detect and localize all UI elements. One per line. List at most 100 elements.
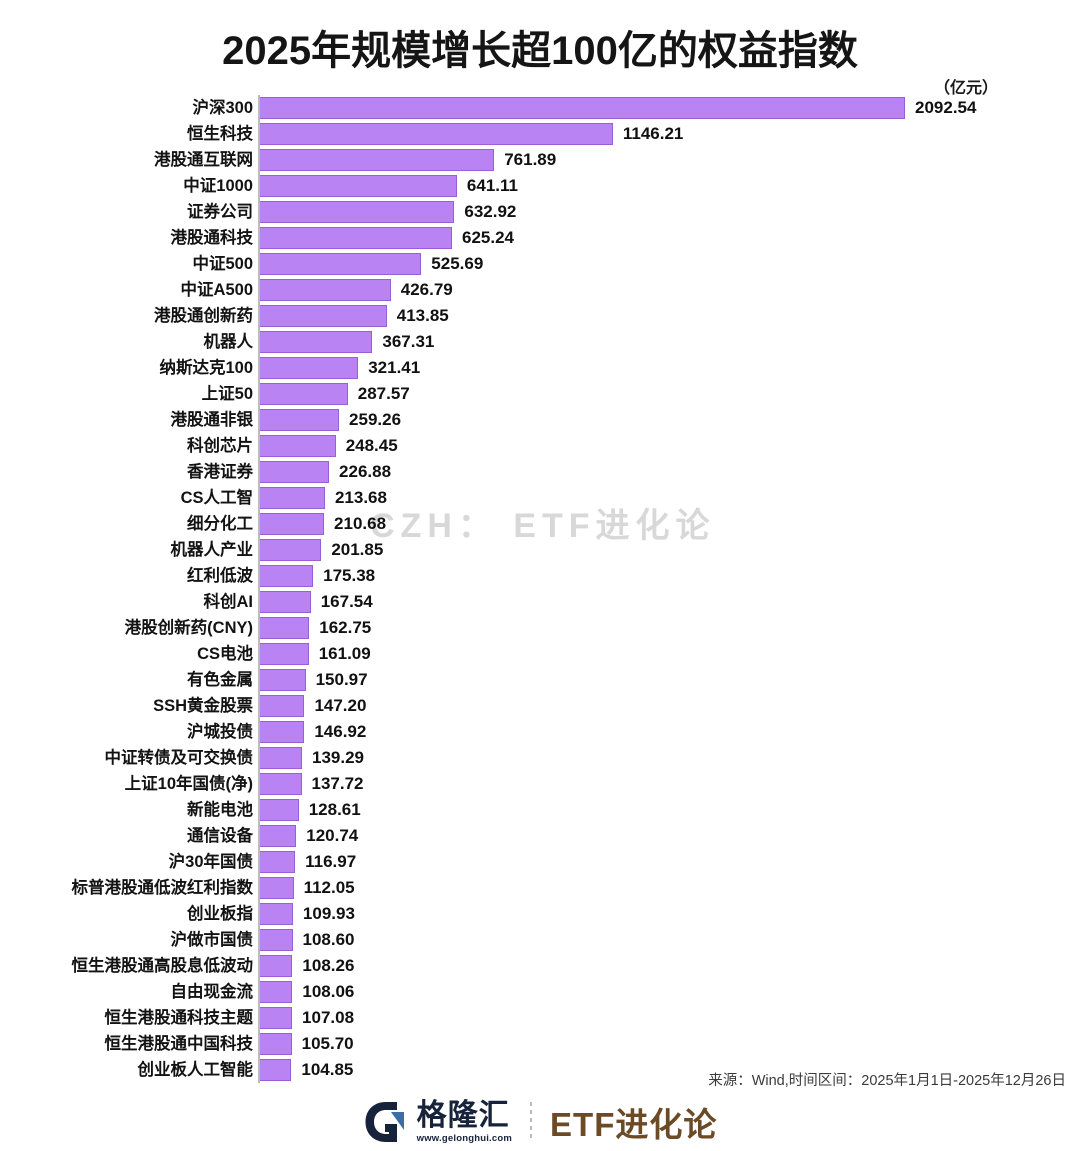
- bar: [259, 357, 359, 379]
- bar-category-label: CS电池: [197, 645, 253, 663]
- bar: [259, 409, 340, 431]
- bar-value-label: 107.08: [302, 1008, 355, 1027]
- bar-track: 2092.54: [259, 97, 1080, 119]
- bar-value-label: 625.24: [462, 228, 515, 247]
- bar-track: 150.97: [259, 669, 1080, 691]
- bar: [259, 851, 296, 873]
- bar-track: 761.89: [259, 149, 1080, 171]
- bar-value-label: 108.26: [302, 956, 355, 975]
- bar-value-label: 147.20: [314, 696, 367, 715]
- bar-category-label: 科创AI: [203, 593, 254, 611]
- bar-value-label: 146.92: [314, 722, 367, 741]
- bar-track: 632.92: [259, 201, 1080, 223]
- bar-value-label: 413.85: [396, 306, 449, 325]
- bar: [259, 383, 348, 405]
- bar-track: 226.88: [259, 461, 1080, 483]
- bar-category-label: 恒生港股通高股息低波动: [71, 957, 254, 975]
- bar-row: 恒生港股通中国科技 105.70: [0, 1031, 1080, 1057]
- bar: [259, 1059, 292, 1081]
- page-title: 2025年规模增长超100亿的权益指数: [222, 29, 858, 73]
- bar-row: 恒生港股通科技主题 107.08: [0, 1005, 1080, 1031]
- bar-value-label: 426.79: [400, 280, 453, 299]
- bar-track: 116.97: [259, 851, 1080, 873]
- bar: [259, 149, 495, 171]
- bar: [259, 747, 302, 769]
- bar-category-label: 沪做市国债: [170, 931, 254, 949]
- bar: [259, 97, 905, 119]
- bar: [259, 487, 325, 509]
- bar: [259, 929, 293, 951]
- bar: [259, 305, 387, 327]
- bar: [259, 1007, 293, 1029]
- bar-track: 213.68: [259, 487, 1080, 509]
- bar-value-label: 108.60: [302, 930, 355, 949]
- bar-category-label: 香港证券: [187, 463, 253, 481]
- bar: [259, 201, 455, 223]
- bar-track: 248.45: [259, 435, 1080, 457]
- axis-baseline: [258, 95, 260, 1083]
- bar: [259, 643, 309, 665]
- bar-category-label: 红利低波: [187, 567, 253, 585]
- bar-value-label: 287.57: [357, 384, 410, 403]
- bar: [259, 123, 613, 145]
- bar-row: 标普港股通低波红利指数 112.05: [0, 875, 1080, 901]
- bar-row: 港股通互联网 761.89: [0, 147, 1080, 173]
- bar: [259, 955, 293, 977]
- bar-value-label: 175.38: [323, 566, 376, 585]
- bar-row: 新能电池 128.61: [0, 797, 1080, 823]
- bar: [259, 175, 457, 197]
- bar: [259, 877, 294, 899]
- bar-value-label: 128.61: [308, 800, 361, 819]
- bar-category-label: 港股通创新药: [154, 307, 253, 325]
- bar-track: 120.74: [259, 825, 1080, 847]
- bar-value-label: 1146.21: [622, 124, 684, 143]
- bar-row: 科创芯片 248.45: [0, 433, 1080, 459]
- bar-category-label: 沪30年国债: [168, 853, 253, 871]
- bar-category-label: 港股通非银: [170, 411, 254, 429]
- bar-value-label: 201.85: [331, 540, 384, 559]
- bar-value-label: 137.72: [311, 774, 364, 793]
- bar-value-label: 108.06: [302, 982, 355, 1001]
- bar-track: 108.26: [259, 955, 1080, 977]
- bar-row: 中证A500 426.79: [0, 277, 1080, 303]
- bar: [259, 461, 330, 483]
- bar-track: 426.79: [259, 279, 1080, 301]
- bar-value-label: 213.68: [334, 488, 387, 507]
- bar-category-label: 科创芯片: [187, 437, 253, 455]
- bar-category-label: 有色金属: [187, 671, 253, 689]
- gelonghui-wordmark: 格隆汇 www.gelonghui.com: [416, 1100, 513, 1144]
- bar-value-label: 161.09: [318, 644, 371, 663]
- bar-track: 321.41: [259, 357, 1080, 379]
- bar-value-label: 632.92: [464, 202, 517, 221]
- bar-value-label: 321.41: [368, 358, 421, 377]
- bar-category-label: 新能电池: [187, 801, 253, 819]
- bar-value-label: 367.31: [382, 332, 435, 351]
- bar-value-label: 248.45: [345, 436, 398, 455]
- bar-track: 107.08: [259, 1007, 1080, 1029]
- bar-category-label: 恒生港股通科技主题: [104, 1009, 254, 1027]
- bar-row: 港股通科技 625.24: [0, 225, 1080, 251]
- brand-secondary-name: ETF进化论: [550, 1106, 718, 1143]
- bar-row: CS人工智 213.68: [0, 485, 1080, 511]
- bar-track: 201.85: [259, 539, 1080, 561]
- bar: [259, 279, 391, 301]
- logo-divider: [530, 1102, 533, 1142]
- bar-row: 港股创新药(CNY) 162.75: [0, 615, 1080, 641]
- bar-category-label: 纳斯达克100: [159, 359, 253, 377]
- bar-row: 细分化工 210.68: [0, 511, 1080, 537]
- bar-track: 139.29: [259, 747, 1080, 769]
- bar-chart-plot: 沪深300 2092.54 恒生科技 1146.21 港股通互联网 761.89 中证100…: [0, 95, 1080, 1083]
- bar: [259, 253, 422, 275]
- bar-track: 625.24: [259, 227, 1080, 249]
- brand-url: www.gelonghui.com: [416, 1132, 513, 1144]
- bar-track: 105.70: [259, 1033, 1080, 1055]
- bar-track: 413.85: [259, 305, 1080, 327]
- bar: [259, 695, 305, 717]
- bar-value-label: 104.85: [301, 1060, 354, 1079]
- bar-category-label: SSH黄金股票: [153, 697, 253, 715]
- bar-track: 287.57: [259, 383, 1080, 405]
- bar-category-label: 港股通互联网: [154, 151, 253, 169]
- bar: [259, 227, 453, 249]
- bar: [259, 1033, 292, 1055]
- bar-category-label: 恒生科技: [187, 125, 253, 143]
